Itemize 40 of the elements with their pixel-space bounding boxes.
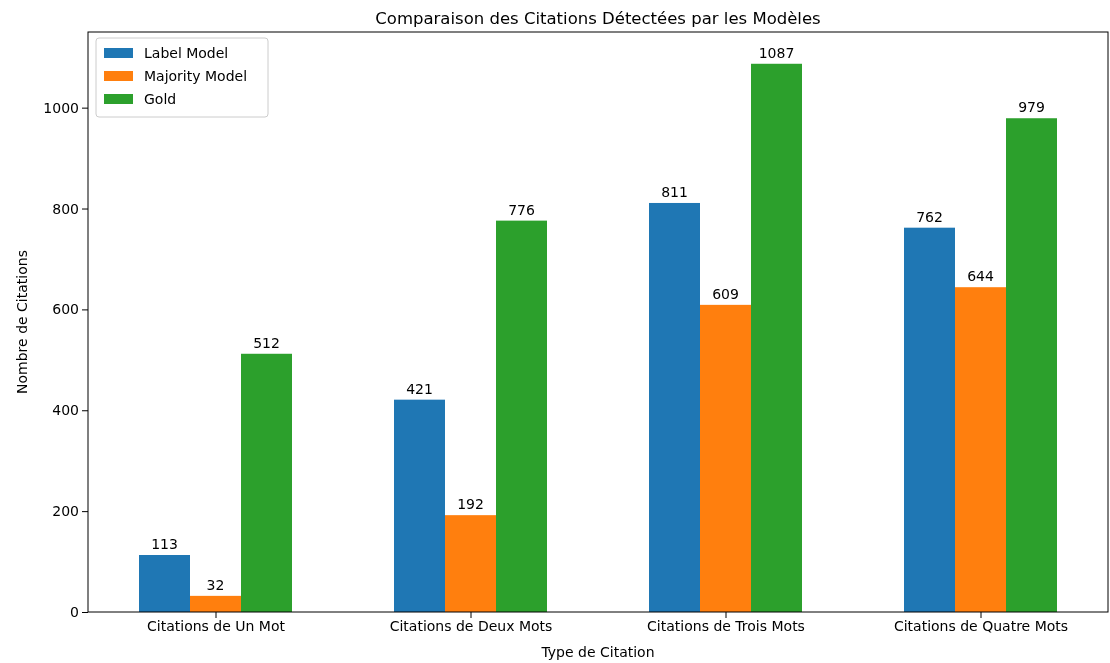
legend-label: Majority Model	[144, 68, 248, 84]
data-label: 192	[457, 496, 484, 513]
legend-label: Label Model	[144, 45, 229, 61]
bar	[904, 227, 955, 612]
x-tick-label: Citations de Trois Mots	[647, 617, 805, 634]
data-label: 979	[1018, 99, 1045, 116]
x-axis-title: Type de Citation	[540, 644, 655, 660]
bar	[1006, 118, 1057, 612]
data-label: 32	[206, 576, 225, 593]
bar	[394, 399, 445, 612]
data-label: 609	[712, 285, 739, 302]
bar	[751, 63, 802, 612]
data-label: 512	[253, 334, 280, 351]
x-tick-label: Citations de Deux Mots	[389, 617, 553, 634]
bar	[649, 202, 700, 612]
y-tick-label: 1000	[43, 99, 79, 116]
bar	[190, 595, 241, 612]
y-tick-label: 0	[70, 603, 79, 620]
bar	[496, 220, 547, 612]
data-label: 421	[406, 380, 433, 397]
bar	[955, 287, 1006, 612]
y-tick-label: 600	[52, 301, 79, 318]
bar	[139, 555, 190, 612]
y-tick-label: 800	[52, 200, 79, 217]
chart-title: Comparaison des Citations Détectées par les Modèles	[375, 9, 821, 28]
y-tick-label: 400	[52, 402, 79, 419]
data-label: 776	[508, 201, 535, 218]
bar	[445, 515, 496, 612]
bar	[700, 304, 751, 612]
data-label: 762	[916, 208, 943, 225]
x-tick-label: Citations de Quatre Mots	[893, 617, 1069, 634]
data-label: 113	[151, 536, 178, 553]
data-label: 644	[967, 268, 994, 285]
legend-label: Gold	[144, 91, 177, 107]
y-tick-label: 200	[52, 503, 79, 520]
bar	[241, 353, 292, 612]
data-label: 811	[661, 183, 688, 200]
x-tick-label: Citations de Un Mot	[147, 617, 286, 634]
data-label: 1087	[758, 44, 795, 61]
y-axis-title: Nombre de Citations	[14, 250, 30, 394]
